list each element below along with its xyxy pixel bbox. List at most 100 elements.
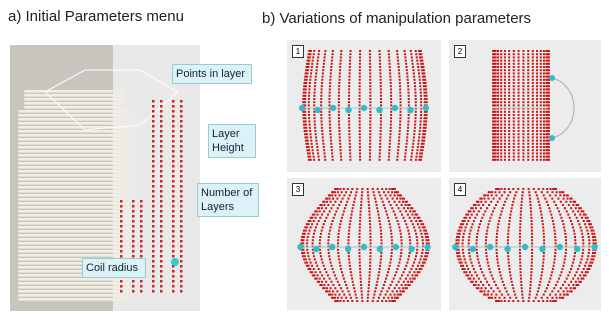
dot [532,127,534,129]
sphere [329,244,335,250]
dot [536,72,538,74]
dot [180,175,183,178]
dot [160,185,163,188]
dot [504,149,506,151]
dot [160,255,163,258]
dot [330,66,332,68]
dot [553,226,555,228]
dot [517,300,519,302]
dot [557,207,559,209]
dot [370,249,372,251]
dot [424,95,426,97]
dot [338,120,340,122]
dot [318,50,320,52]
dot [551,290,553,292]
dot [416,152,418,154]
dot [469,210,471,212]
dot [548,149,550,151]
dot [508,95,510,97]
dot [548,152,550,154]
dot [388,268,390,270]
dot [316,66,318,68]
dot [349,69,351,71]
dot [421,143,423,145]
dot [338,82,340,84]
dot [543,76,545,78]
dot [369,111,371,113]
dot [568,204,570,206]
dot [540,104,542,106]
dot [152,290,155,293]
dot [414,258,416,260]
dot [369,233,371,235]
dot [306,79,308,81]
dot [172,235,175,238]
dot [391,239,393,241]
dot [308,223,310,225]
dot [548,120,550,122]
dot [323,201,325,203]
dot [301,239,303,241]
dot [529,290,531,292]
dot [527,85,529,87]
coil-layer [18,290,130,293]
dot [504,136,506,138]
dot [473,220,475,222]
caption-a: a) Initial Parameters menu [8,8,184,25]
dot [313,233,315,235]
dot [386,290,388,292]
dot [532,66,534,68]
dot [522,85,524,87]
dot [337,242,339,244]
dot [308,88,310,90]
coil-layer [18,146,130,149]
dot [579,274,581,276]
dot [310,140,312,142]
dot [506,198,508,200]
dot [383,191,385,193]
dot [339,66,341,68]
dot [571,290,573,292]
dot [341,271,343,273]
dot [321,284,323,286]
dot [306,242,308,244]
dot [553,201,555,203]
dot [513,85,515,87]
dot [358,239,360,241]
dot [425,236,427,238]
dot [160,245,163,248]
dot [420,230,422,232]
dot [303,258,305,260]
dot [349,194,351,196]
dot [527,149,529,151]
dot [548,159,550,161]
dot [409,217,411,219]
dot [160,230,163,233]
dot [399,79,401,81]
dot [498,300,500,302]
dot [465,217,467,219]
dot [532,140,534,142]
dot [546,287,548,289]
dot [500,63,502,65]
dot [180,120,183,123]
dot [407,120,409,122]
dot [339,63,341,65]
dot [483,274,485,276]
dot [562,268,564,270]
dot [574,242,576,244]
dot [390,95,392,97]
dot [480,268,482,270]
dot [397,56,399,58]
dot [484,194,486,196]
dot [334,297,336,299]
dot [172,135,175,138]
dot [304,262,306,264]
dot [543,66,545,68]
dot [312,149,314,151]
dot [469,217,471,219]
dot [388,201,390,203]
dot [407,88,409,90]
dot [456,236,458,238]
dot [519,249,521,251]
